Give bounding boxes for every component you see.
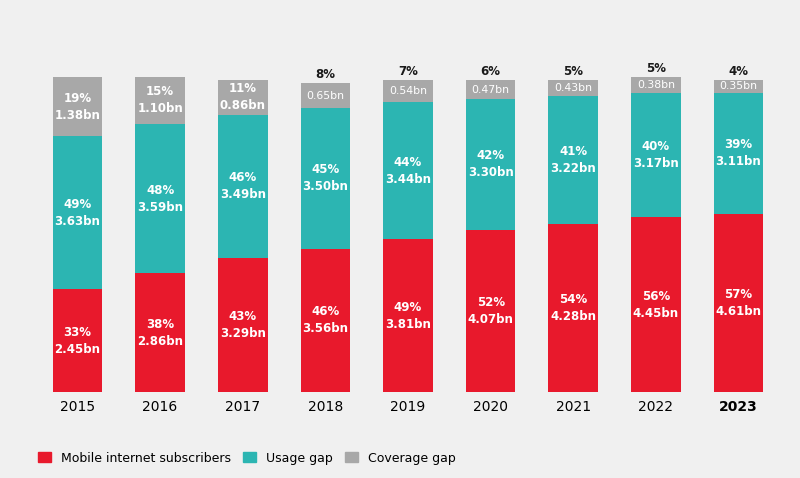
Bar <box>135 77 185 124</box>
Text: 7%: 7% <box>398 65 418 78</box>
Bar <box>631 77 681 93</box>
Text: 46%
3.49bn: 46% 3.49bn <box>220 171 266 201</box>
Text: 38%
2.86bn: 38% 2.86bn <box>137 318 183 348</box>
Text: 48%
3.59bn: 48% 3.59bn <box>137 184 183 214</box>
Text: 43%
3.29bn: 43% 3.29bn <box>220 310 266 340</box>
Bar <box>301 109 350 249</box>
Bar <box>301 83 350 109</box>
Text: 52%
4.07bn: 52% 4.07bn <box>468 296 514 326</box>
Bar <box>53 77 102 136</box>
Text: 5%: 5% <box>563 65 583 78</box>
Text: 42%
3.30bn: 42% 3.30bn <box>468 150 514 179</box>
Text: 4%: 4% <box>729 65 749 78</box>
Bar <box>631 93 681 217</box>
Text: 57%
4.61bn: 57% 4.61bn <box>715 288 762 318</box>
Bar <box>218 258 267 392</box>
Text: 56%
4.45bn: 56% 4.45bn <box>633 290 679 320</box>
Bar <box>53 289 102 392</box>
Text: 0.47bn: 0.47bn <box>472 85 510 95</box>
Text: 45%
3.50bn: 45% 3.50bn <box>302 163 348 194</box>
Bar <box>135 273 185 392</box>
Text: 33%
2.45bn: 33% 2.45bn <box>54 326 101 356</box>
Bar <box>301 249 350 392</box>
Bar <box>466 99 515 230</box>
Bar <box>135 124 185 273</box>
Text: 46%
3.56bn: 46% 3.56bn <box>302 305 348 335</box>
Legend: Mobile internet subscribers, Usage gap, Coverage gap: Mobile internet subscribers, Usage gap, … <box>38 452 455 465</box>
Bar <box>631 217 681 392</box>
Text: 0.65bn: 0.65bn <box>306 91 344 101</box>
Text: 5%: 5% <box>646 62 666 75</box>
Text: 40%
3.17bn: 40% 3.17bn <box>633 140 678 170</box>
Bar <box>466 230 515 392</box>
Bar <box>383 102 433 239</box>
Text: 44%
3.44bn: 44% 3.44bn <box>385 156 431 185</box>
Bar <box>383 239 433 392</box>
Text: 41%
3.22bn: 41% 3.22bn <box>550 145 596 175</box>
Text: 8%: 8% <box>315 68 335 81</box>
Bar <box>549 224 598 392</box>
Bar <box>714 93 763 214</box>
Text: 0.54bn: 0.54bn <box>389 86 427 96</box>
Text: 0.43bn: 0.43bn <box>554 83 592 93</box>
Bar <box>383 80 433 102</box>
Text: 49%
3.63bn: 49% 3.63bn <box>54 198 100 228</box>
Bar <box>53 136 102 289</box>
Text: 49%
3.81bn: 49% 3.81bn <box>385 301 431 331</box>
Text: 39%
3.11bn: 39% 3.11bn <box>716 139 762 168</box>
Text: 54%
4.28bn: 54% 4.28bn <box>550 293 596 323</box>
Bar <box>714 80 763 93</box>
Text: 0.35bn: 0.35bn <box>719 81 758 91</box>
Text: 19%
1.38bn: 19% 1.38bn <box>54 92 100 122</box>
Bar <box>549 96 598 224</box>
Text: 6%: 6% <box>481 65 501 78</box>
Bar <box>466 80 515 99</box>
Text: 0.38bn: 0.38bn <box>637 80 675 90</box>
Text: 15%
1.10bn: 15% 1.10bn <box>138 86 183 116</box>
Text: 11%
0.86bn: 11% 0.86bn <box>220 82 266 112</box>
Bar <box>549 80 598 96</box>
Bar <box>218 80 267 115</box>
Bar <box>714 214 763 392</box>
Bar <box>218 115 267 258</box>
